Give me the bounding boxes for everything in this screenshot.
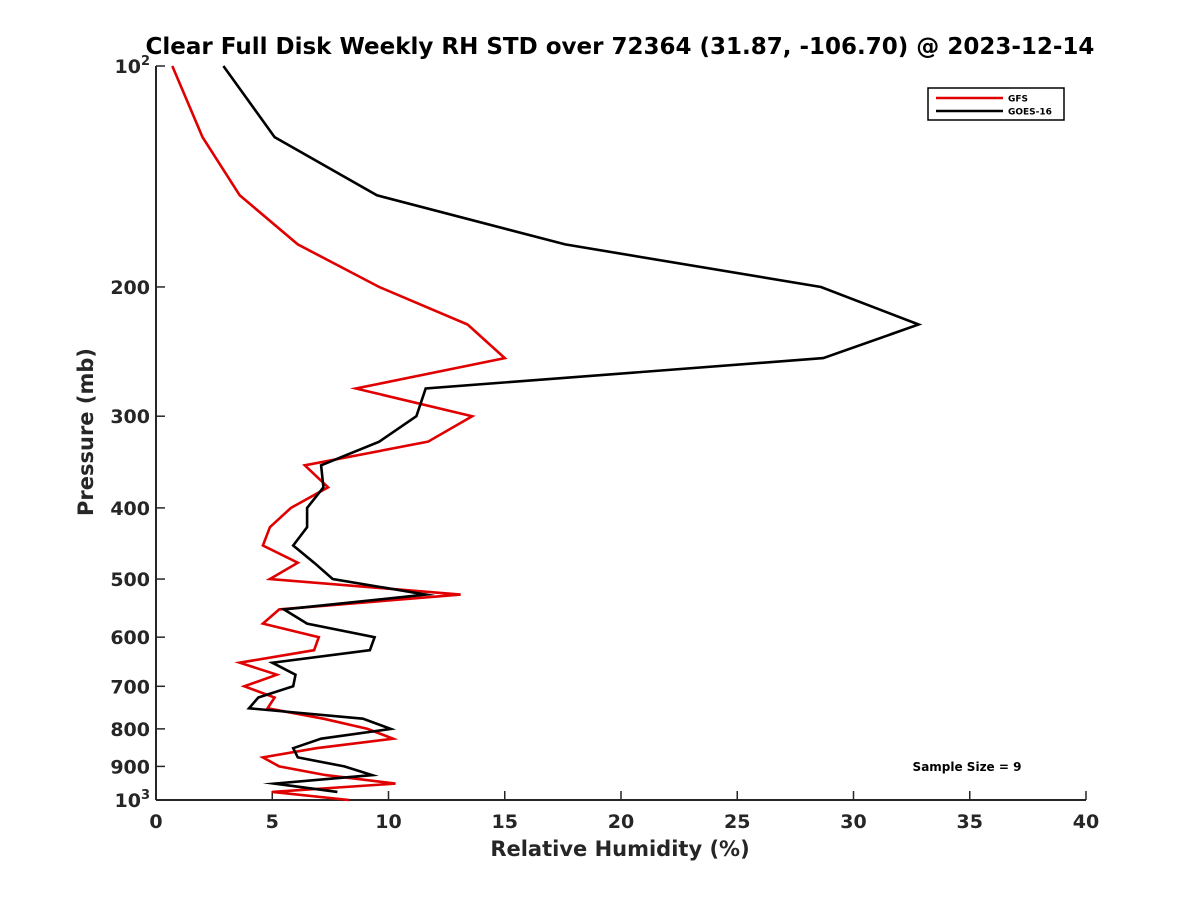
legend-entry-label: GOES-16 <box>1008 108 1052 118</box>
y-tick-label: 500 <box>110 569 150 591</box>
chart-title: Clear Full Disk Weekly RH STD over 72364… <box>146 34 1095 60</box>
y-tick-label: 700 <box>110 676 150 698</box>
y-tick-label: 300 <box>110 406 150 428</box>
y-tick-label: 103 <box>115 788 151 812</box>
series-line-gfs <box>171 65 508 802</box>
plot-axes: 0 5 10 15 20 25 30 35 40 102 200 300 400 500 600 700 800… <box>110 54 1099 833</box>
y-tick-label: 800 <box>110 719 150 741</box>
sample-size-annotation: Sample Size = 9 <box>913 760 1022 774</box>
x-tick-label: 20 <box>608 811 634 833</box>
x-tick-label: 30 <box>840 811 866 833</box>
x-tick-label: 0 <box>149 811 162 833</box>
y-tick-label: 600 <box>110 627 150 649</box>
x-tick-label: 15 <box>492 811 518 833</box>
x-tick-label: 40 <box>1073 811 1099 833</box>
series-layer <box>171 65 923 802</box>
x-axis-label: Relative Humidity (%) <box>490 837 749 861</box>
x-tick-label: 5 <box>266 811 279 833</box>
y-tick-label: 102 <box>115 54 151 78</box>
legend-box <box>927 87 1065 121</box>
x-tick-label: 35 <box>957 811 983 833</box>
y-tick-label: 400 <box>110 498 150 520</box>
series-line-goes-16 <box>222 65 923 794</box>
x-tick-label: 25 <box>724 811 750 833</box>
legend-entry-label: GFS <box>1008 95 1028 105</box>
y-tick-label: 200 <box>110 277 150 299</box>
legend: GFS GOES-16 <box>927 87 1065 121</box>
x-tick-label: 10 <box>375 811 401 833</box>
y-tick-label: 900 <box>110 756 150 778</box>
y-axis-label: Pressure (mb) <box>74 348 98 516</box>
